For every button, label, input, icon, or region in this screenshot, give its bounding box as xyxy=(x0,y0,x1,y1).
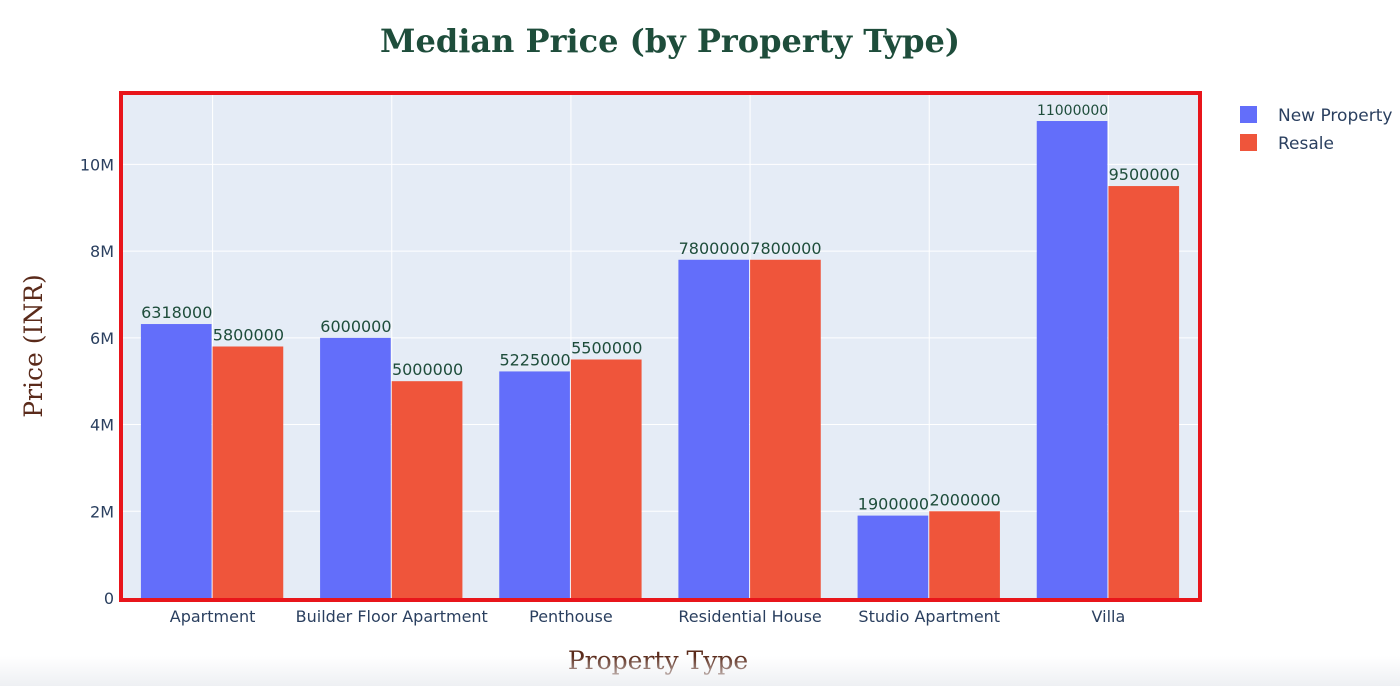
bar-new-property xyxy=(678,259,750,598)
plot-highlight-border xyxy=(119,91,1202,602)
legend: New Property Resale xyxy=(1240,106,1392,154)
legend-label[interactable]: New Property xyxy=(1278,106,1392,126)
x-tick-label: Villa xyxy=(1092,607,1126,626)
bar-new-property xyxy=(320,337,391,598)
legend-swatch[interactable] xyxy=(1240,134,1257,151)
data-label: 7800000 xyxy=(750,239,821,258)
data-label: 11000000 xyxy=(1037,103,1108,119)
bars xyxy=(140,121,1180,598)
data-label: 2000000 xyxy=(929,490,1000,509)
bar-resale xyxy=(1108,186,1180,598)
legend-label[interactable]: Resale xyxy=(1278,134,1334,154)
bar-new-property xyxy=(1036,121,1108,598)
data-labels: 6318000 6000000 5225000 7800000 1900000 11000… xyxy=(141,103,1180,514)
data-label: 6318000 xyxy=(141,303,212,322)
data-label: 1900000 xyxy=(858,495,929,514)
legend-swatch[interactable] xyxy=(1240,106,1257,123)
y-tick-label: 2M xyxy=(90,502,114,521)
chart-title: Median Price (by Property Type) xyxy=(380,22,960,60)
data-label: 5225000 xyxy=(499,350,570,369)
data-label: 5500000 xyxy=(571,339,642,358)
bar-new-property xyxy=(140,324,212,598)
bar-new-property xyxy=(857,515,929,598)
data-label: 9500000 xyxy=(1109,165,1180,184)
data-label: 7800000 xyxy=(679,239,750,258)
bar-resale xyxy=(212,346,284,598)
data-label: 5800000 xyxy=(213,326,284,345)
y-tick-label: 0 xyxy=(104,589,114,608)
bar-resale xyxy=(750,259,821,598)
y-tick-label: 10M xyxy=(80,155,114,174)
axis-ticks: 0 2M 4M 6M 8M 10M Apartment Builder Floor Apart… xyxy=(80,155,1125,626)
x-tick-label: Residential House xyxy=(678,607,821,626)
y-tick-label: 8M xyxy=(90,242,114,261)
x-tick-label: Studio Apartment xyxy=(858,607,1000,626)
bar-resale xyxy=(391,381,463,598)
x-axis-title: Property Type xyxy=(568,646,748,675)
data-label: 5000000 xyxy=(392,360,463,379)
y-tick-label: 4M xyxy=(90,416,114,435)
x-tick-label: Builder Floor Apartment xyxy=(296,607,488,626)
plot-area xyxy=(123,95,1198,598)
x-tick-label: Apartment xyxy=(170,607,256,626)
bar-resale xyxy=(929,511,1000,598)
y-axis-title: Price (INR) xyxy=(19,274,48,418)
x-tick-label: Penthouse xyxy=(529,607,613,626)
bar-new-property xyxy=(499,371,570,598)
y-tick-label: 6M xyxy=(90,329,114,348)
plot-background xyxy=(123,95,1198,598)
bar-resale xyxy=(570,359,642,598)
data-label: 6000000 xyxy=(320,317,391,336)
